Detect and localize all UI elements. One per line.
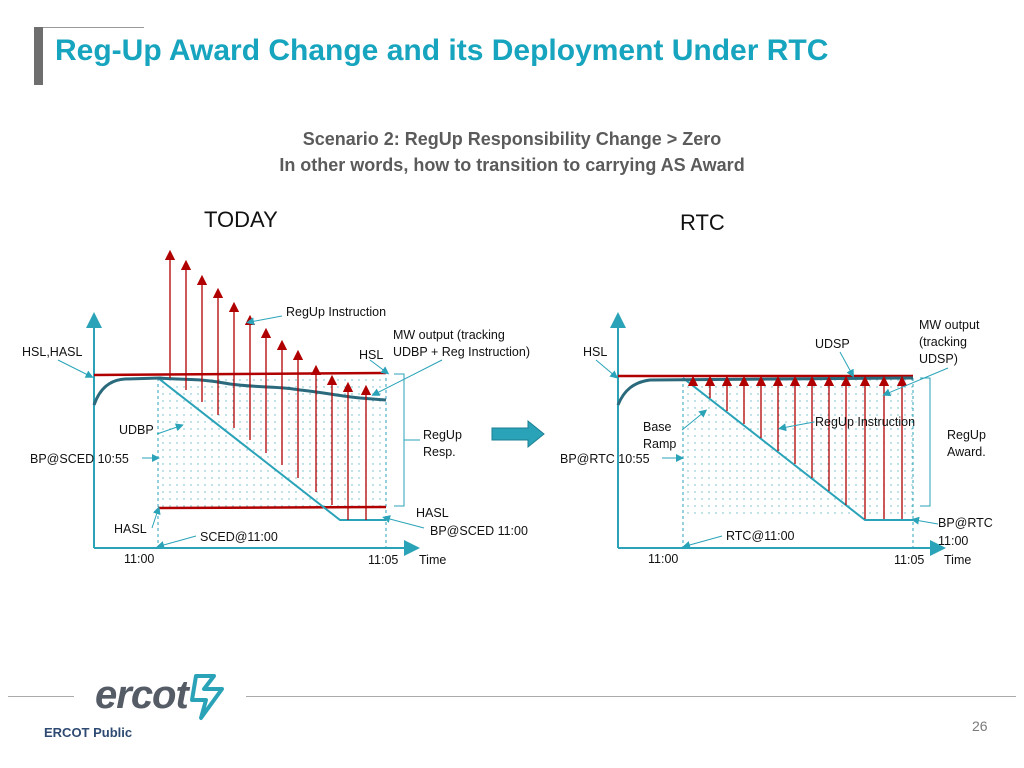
rtc-chart: RTC MW output (tracking UDSP) UDSP HSL B… [560, 210, 993, 567]
today-regup-resp-label-1: RegUp [423, 428, 462, 442]
today-hsl-callout [57, 359, 94, 378]
today-udbp-ramp [157, 377, 386, 521]
today-sced-callout [156, 535, 197, 549]
rtc-regup-award-label-2: Award. [947, 445, 986, 459]
today-mw-callout [371, 359, 443, 396]
today-bp-sced-1100-label: BP@SCED 11:00 [430, 524, 528, 538]
rtc-mw-output-label-2: (tracking [919, 335, 967, 349]
rtc-base-ramp-label-1: Base [643, 420, 672, 434]
rtc-regup-instr-callout [778, 421, 815, 432]
transition-arrow [491, 419, 545, 449]
rtc-t-end-label: 11:05 [894, 553, 924, 567]
page-title: Reg-Up Award Change and its Deployment U… [55, 34, 829, 67]
rtc-bp1100-callout [911, 516, 939, 525]
today-regup-arrows [164, 249, 372, 520]
today-mw-output [92, 376, 387, 406]
today-time-label: Time [419, 553, 446, 567]
rtc-hsl-label: HSL [583, 345, 607, 359]
rtc-base-ramp [682, 377, 913, 521]
today-sced-1100-label: SCED@11:00 [200, 530, 278, 544]
today-t-end-label: 11:05 [368, 553, 398, 567]
rtc-regup-award-bracket [920, 377, 931, 507]
rtc-mw-output [616, 376, 914, 406]
rtc-bp-rtc-1100-label-2: 11:00 [938, 534, 968, 548]
today-mw-output-label-2: UDBP + Reg Instruction) [393, 345, 530, 359]
today-chart: TODAY RegUp Instruction MW output (track… [22, 207, 530, 567]
today-hasl-line [157, 505, 387, 510]
rtc-mw-callout [882, 367, 949, 397]
rtc-bp-rtc-1055-label: BP@RTC 10:55 [560, 452, 650, 466]
today-bp1100-callout [382, 515, 425, 529]
ercot-logo: ercot [95, 673, 189, 717]
footer-rule-left [8, 696, 74, 697]
rtc-hsl-callout [595, 359, 619, 379]
footer-rule-right [246, 696, 1016, 697]
rtc-udsp-label: UDSP [815, 337, 850, 351]
today-hasl-left-label: HASL [114, 522, 147, 536]
rtc-t-start-label: 11:00 [648, 552, 678, 566]
today-hsl-right-callout [369, 359, 390, 375]
today-regup-callout [246, 315, 283, 326]
rtc-bp-rtc-1100-label-1: BP@RTC [938, 516, 993, 530]
today-bp-sced-1055-label: BP@SCED 10:55 [30, 452, 129, 466]
rtc-base-callout [681, 409, 708, 431]
today-heading: TODAY [204, 207, 278, 232]
subtitle-line1: Scenario 2: RegUp Responsibility Change … [302, 129, 722, 149]
title-accent-bar [34, 27, 43, 85]
today-hsl-label: HSL [359, 348, 383, 362]
today-udbp-label: UDBP [119, 423, 154, 437]
rtc-mw-output-label-1: MW output [919, 318, 980, 332]
today-hasl-callout [151, 506, 161, 529]
title-rule [34, 27, 144, 28]
today-mw-output-label-1: MW output (tracking [393, 328, 505, 342]
today-regup-resp-bracket [394, 373, 405, 507]
today-regup-resp-label-2: Resp. [423, 445, 456, 459]
page-number: 26 [972, 718, 988, 734]
today-hsl-line [93, 371, 387, 377]
today-regup-instruction-label: RegUp Instruction [286, 305, 386, 319]
rtc-dotted-area [683, 379, 913, 519]
rtc-heading: RTC [680, 210, 725, 235]
today-hasl-right-label: HASL [416, 506, 449, 520]
today-hsl-hasl-label: HSL,HASL [22, 345, 82, 359]
rtc-regup-instruction-label: RegUp Instruction [815, 415, 915, 429]
rtc-regup-award-label-1: RegUp [947, 428, 986, 442]
today-udbp-callout [156, 423, 184, 435]
rtc-regup-arrows [687, 375, 908, 519]
today-t-start-label: 11:00 [124, 552, 154, 566]
rtc-rtc1100-callout [682, 535, 723, 549]
rtc-base-ramp-label-2: Ramp [643, 437, 676, 451]
footer-public-label: ERCOT Public [44, 725, 133, 740]
rtc-time-label: Time [944, 553, 971, 567]
subtitle-line2: In other words, how to transition to car… [279, 155, 745, 175]
rtc-rtc-1100-label: RTC@11:00 [726, 529, 795, 543]
rtc-udsp-callout [839, 351, 854, 378]
rtc-mw-output-label-3: UDSP) [919, 352, 958, 366]
ercot-bolt-icon [190, 674, 224, 720]
